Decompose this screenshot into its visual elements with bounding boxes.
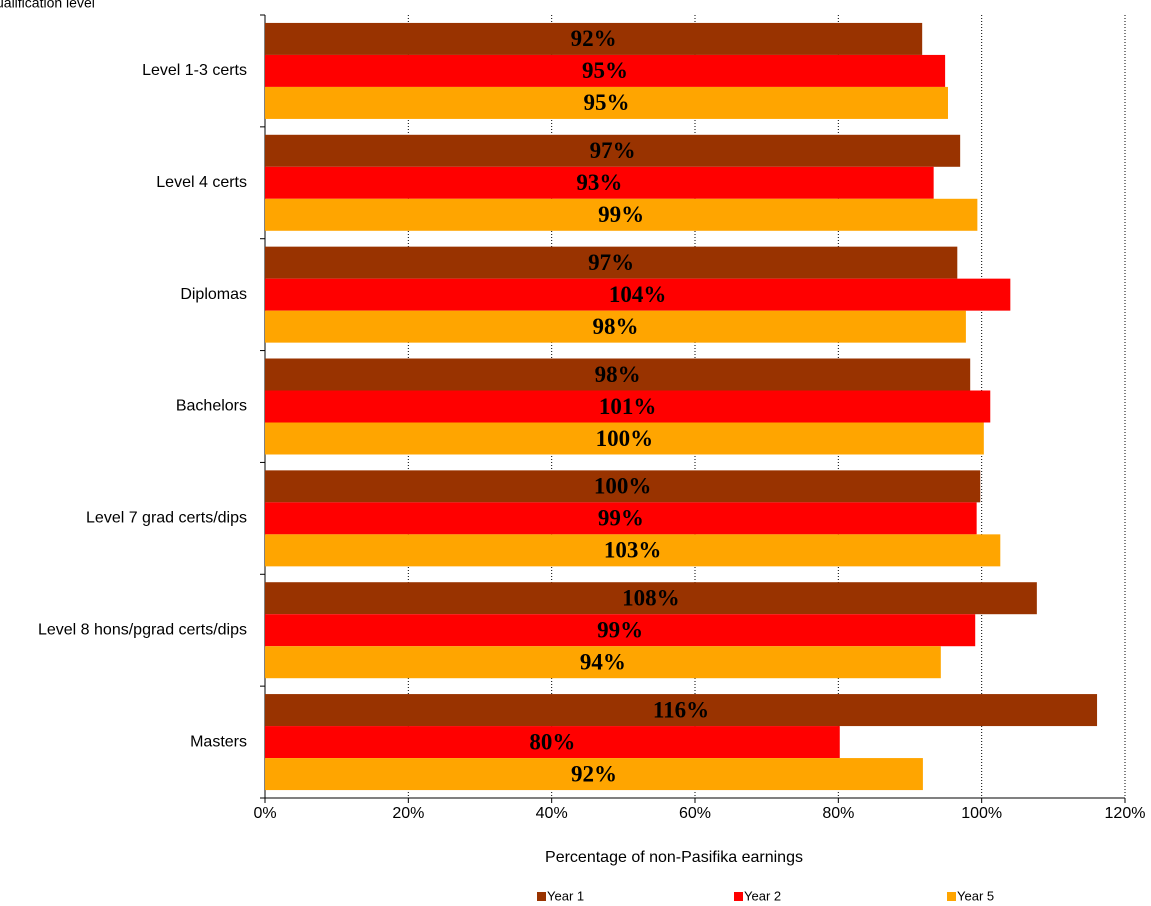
- value-label: 95%: [582, 58, 628, 83]
- bar: [265, 694, 1098, 727]
- value-label: 98%: [592, 314, 638, 339]
- value-label: 99%: [598, 506, 644, 531]
- legend-swatch: [734, 892, 743, 901]
- x-tick-label: 60%: [679, 805, 711, 822]
- x-tick-label: 120%: [1105, 805, 1146, 822]
- x-tick-label: 40%: [536, 805, 568, 822]
- bar: [265, 614, 976, 647]
- value-label: 103%: [604, 538, 662, 563]
- bar: [265, 198, 978, 231]
- bar: [265, 278, 1011, 311]
- bar: [265, 390, 991, 423]
- legend-swatch: [947, 892, 956, 901]
- y-tick-label: Level 1-3 certs: [142, 62, 247, 79]
- bar: [265, 358, 971, 391]
- value-label: 94%: [580, 649, 626, 674]
- bar: [265, 646, 941, 679]
- value-label: 99%: [598, 202, 644, 227]
- bar: [265, 86, 948, 119]
- value-label: 99%: [597, 617, 643, 642]
- value-label: 101%: [599, 394, 657, 419]
- bar: [265, 134, 961, 167]
- bar: [265, 582, 1037, 615]
- legend-label: Year 5: [957, 888, 994, 903]
- y-tick-label: Level 7 grad certs/dips: [86, 510, 247, 527]
- value-label: 100%: [596, 426, 654, 451]
- bar: [265, 534, 1001, 567]
- y-tick-label: Level 4 certs: [156, 174, 247, 191]
- value-label: 97%: [590, 138, 636, 163]
- bar: [265, 726, 840, 759]
- y-tick-label: Bachelors: [176, 398, 247, 415]
- x-tick-label: 20%: [392, 805, 424, 822]
- bar: [265, 310, 966, 343]
- value-label: 97%: [588, 250, 634, 275]
- bar: [265, 502, 977, 535]
- bar: [265, 22, 923, 55]
- value-label: 95%: [583, 90, 629, 115]
- value-label: 92%: [571, 26, 617, 51]
- value-label: 80%: [529, 729, 575, 754]
- x-tick-label: 80%: [822, 805, 854, 822]
- value-label: 104%: [609, 282, 667, 307]
- value-label: 93%: [576, 170, 622, 195]
- bar: [265, 758, 923, 791]
- value-label: 108%: [622, 585, 680, 610]
- y-tick-label: Masters: [190, 733, 247, 750]
- chart-title: ualification level: [0, 0, 95, 11]
- value-label: 98%: [595, 362, 641, 387]
- legend-swatch: [537, 892, 546, 901]
- x-tick-label: 0%: [253, 805, 276, 822]
- bar: [265, 54, 946, 87]
- value-label: 100%: [594, 474, 652, 499]
- bar: [265, 470, 981, 503]
- legend-label: Year 1: [547, 888, 584, 903]
- bar: [265, 422, 984, 455]
- y-tick-label: Level 8 hons/pgrad certs/dips: [38, 621, 247, 638]
- bar: [265, 246, 958, 279]
- bar: [265, 166, 934, 199]
- y-tick-label: Diplomas: [180, 286, 247, 303]
- value-label: 116%: [653, 697, 709, 722]
- legend-label: Year 2: [744, 888, 781, 903]
- value-label: 92%: [571, 761, 617, 786]
- x-tick-label: 100%: [961, 805, 1002, 822]
- x-axis-title: Percentage of non-Pasifika earnings: [545, 849, 803, 866]
